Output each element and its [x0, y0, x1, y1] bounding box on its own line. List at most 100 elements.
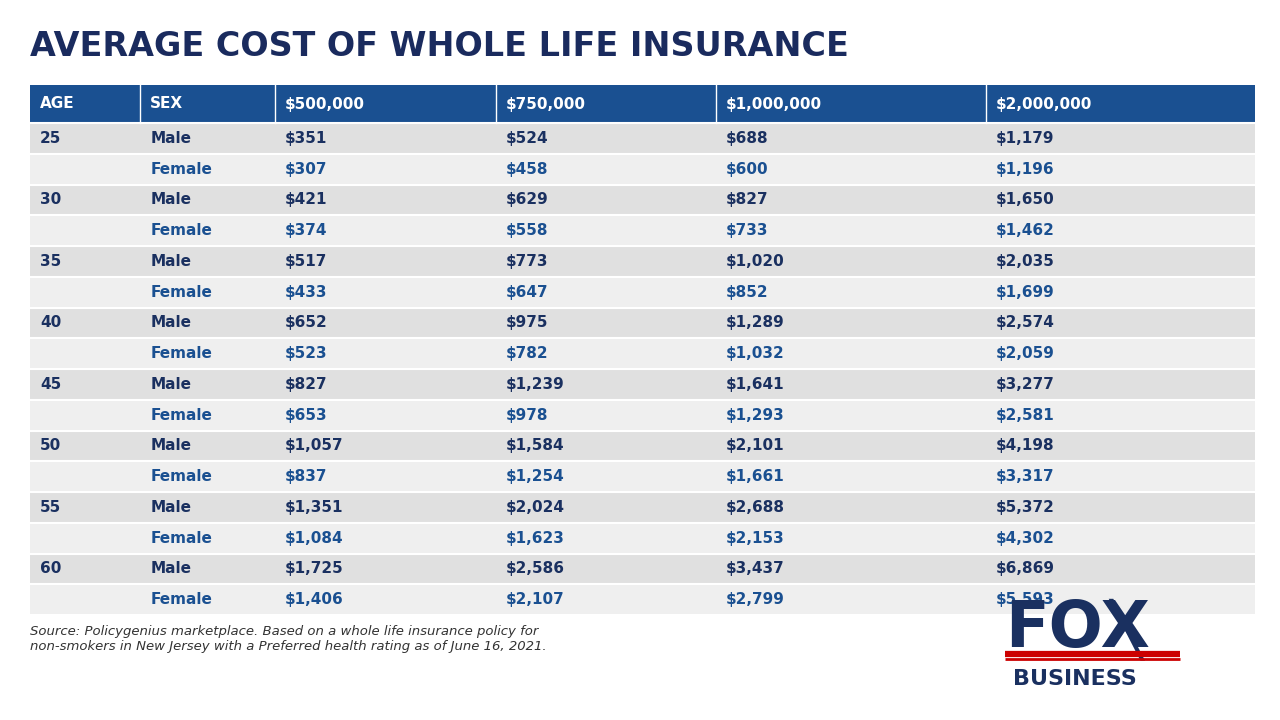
Text: $1,661: $1,661: [726, 469, 785, 484]
Text: $3,277: $3,277: [996, 377, 1055, 392]
Text: 45: 45: [40, 377, 61, 392]
Text: AVERAGE COST OF WHOLE LIFE INSURANCE: AVERAGE COST OF WHOLE LIFE INSURANCE: [29, 30, 849, 63]
Text: $2,059: $2,059: [996, 346, 1055, 361]
Bar: [29, 431, 1254, 462]
Text: $517: $517: [285, 254, 328, 269]
Text: BUSINESS: BUSINESS: [1012, 669, 1137, 689]
Text: $2,581: $2,581: [996, 408, 1055, 423]
Text: $374: $374: [285, 223, 328, 238]
Text: $647: $647: [506, 284, 548, 300]
Text: $1,351: $1,351: [285, 500, 343, 515]
Text: $1,179: $1,179: [996, 131, 1053, 146]
Text: $3,317: $3,317: [996, 469, 1055, 484]
Text: $733: $733: [726, 223, 768, 238]
Text: Male: Male: [150, 500, 191, 515]
Text: $750,000: $750,000: [506, 96, 585, 112]
Bar: [29, 338, 1254, 369]
Text: $5,372: $5,372: [996, 500, 1055, 515]
Text: $629: $629: [506, 192, 548, 207]
Text: $1,032: $1,032: [726, 346, 785, 361]
Bar: [29, 462, 1254, 492]
Text: AGE: AGE: [40, 96, 74, 112]
Bar: [29, 492, 1254, 523]
Text: $1,725: $1,725: [285, 562, 344, 577]
Bar: [29, 584, 1254, 615]
Bar: [29, 184, 1254, 215]
Text: $458: $458: [506, 161, 548, 176]
Text: $2,000,000: $2,000,000: [996, 96, 1092, 112]
Text: $2,586: $2,586: [506, 562, 564, 577]
Text: $852: $852: [726, 284, 768, 300]
Text: FOX: FOX: [1005, 598, 1149, 660]
Text: Male: Male: [150, 254, 191, 269]
Text: SEX: SEX: [150, 96, 183, 112]
Bar: [29, 307, 1254, 338]
Bar: [29, 154, 1254, 184]
Text: $1,699: $1,699: [996, 284, 1055, 300]
Text: ╲: ╲: [1110, 598, 1142, 660]
Bar: [29, 400, 1254, 431]
Text: Male: Male: [150, 438, 191, 454]
Text: $4,198: $4,198: [996, 438, 1055, 454]
Text: Male: Male: [150, 192, 191, 207]
Bar: [29, 523, 1254, 554]
Text: $978: $978: [506, 408, 548, 423]
Text: Female: Female: [150, 284, 212, 300]
Bar: [29, 369, 1254, 400]
Text: $1,020: $1,020: [726, 254, 785, 269]
Text: $1,641: $1,641: [726, 377, 785, 392]
Text: $500,000: $500,000: [285, 96, 365, 112]
Text: Female: Female: [150, 346, 212, 361]
Text: $2,107: $2,107: [506, 592, 564, 607]
Text: $1,057: $1,057: [285, 438, 343, 454]
Text: $2,799: $2,799: [726, 592, 785, 607]
Text: $1,084: $1,084: [285, 531, 343, 546]
Bar: [29, 276, 1254, 307]
Bar: [29, 85, 1254, 123]
Text: Male: Male: [150, 315, 191, 330]
Text: Female: Female: [150, 223, 212, 238]
Text: $1,289: $1,289: [726, 315, 785, 330]
Text: $351: $351: [285, 131, 328, 146]
Text: $1,293: $1,293: [726, 408, 785, 423]
Text: $307: $307: [285, 161, 328, 176]
Text: Male: Male: [150, 562, 191, 577]
Text: $6,869: $6,869: [996, 562, 1055, 577]
Text: $1,406: $1,406: [285, 592, 344, 607]
Bar: [29, 554, 1254, 584]
Text: $2,035: $2,035: [996, 254, 1055, 269]
Text: $827: $827: [285, 377, 328, 392]
Text: Female: Female: [150, 408, 212, 423]
Text: $2,688: $2,688: [726, 500, 785, 515]
Bar: [29, 215, 1254, 246]
Text: $1,623: $1,623: [506, 531, 564, 546]
Text: 60: 60: [40, 562, 61, 577]
Text: $773: $773: [506, 254, 548, 269]
Text: $1,196: $1,196: [996, 161, 1055, 176]
Text: $4,302: $4,302: [996, 531, 1055, 546]
Text: Female: Female: [150, 469, 212, 484]
Text: $5,593: $5,593: [996, 592, 1055, 607]
Text: $2,153: $2,153: [726, 531, 785, 546]
Text: $1,254: $1,254: [506, 469, 564, 484]
Text: $2,574: $2,574: [996, 315, 1055, 330]
Text: 40: 40: [40, 315, 61, 330]
Text: $1,650: $1,650: [996, 192, 1055, 207]
Text: $421: $421: [285, 192, 328, 207]
Text: $653: $653: [285, 408, 328, 423]
Text: $558: $558: [506, 223, 548, 238]
Text: $433: $433: [285, 284, 328, 300]
Text: $652: $652: [285, 315, 328, 330]
Text: $600: $600: [726, 161, 768, 176]
Text: $1,239: $1,239: [506, 377, 564, 392]
Text: $1,584: $1,584: [506, 438, 564, 454]
Text: 35: 35: [40, 254, 61, 269]
Text: Female: Female: [150, 592, 212, 607]
Text: $1,462: $1,462: [996, 223, 1055, 238]
Text: 30: 30: [40, 192, 61, 207]
Text: $2,024: $2,024: [506, 500, 564, 515]
Text: $3,437: $3,437: [726, 562, 785, 577]
Text: 55: 55: [40, 500, 61, 515]
Text: $782: $782: [506, 346, 548, 361]
Text: Female: Female: [150, 161, 212, 176]
